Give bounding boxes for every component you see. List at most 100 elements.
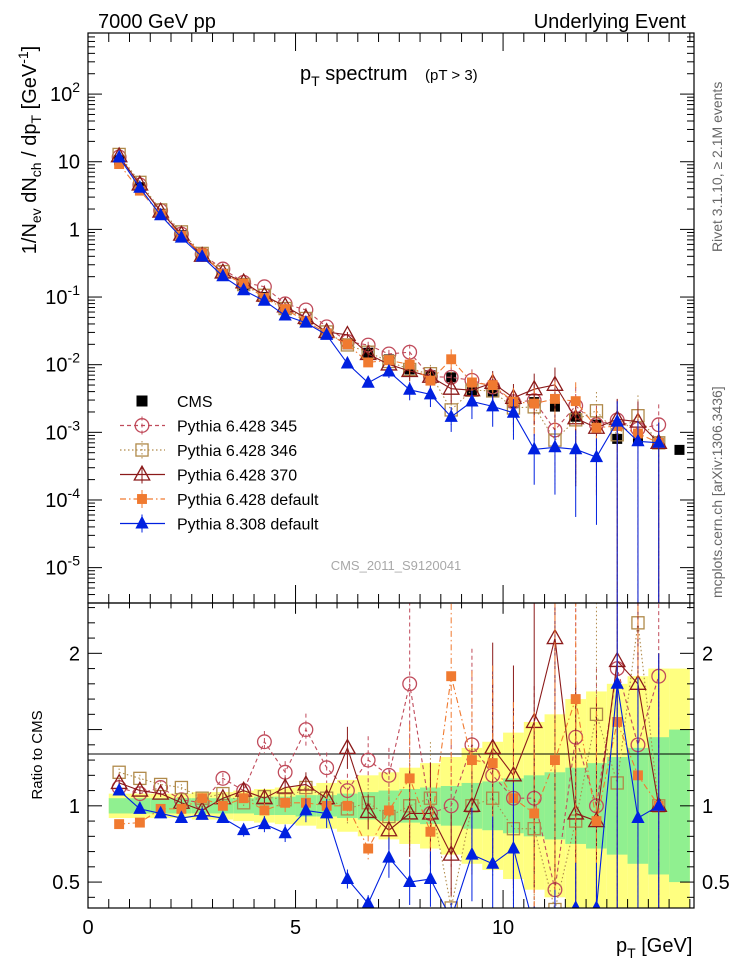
y-tick-label: 10-5 [45,553,80,580]
legend-entry: CMS [136,394,213,411]
ratio-series-point [631,810,645,823]
main-series-point [400,361,419,378]
ratio-panel: 0.5 0.5 1 1 2 2 [52,602,730,926]
ratio-series-point [299,802,313,816]
ratio-series-point [133,801,147,814]
legend-marker [134,418,150,433]
chart-title-text: p [300,63,311,85]
main-series-point [570,396,581,407]
ratio-series-point [195,791,209,805]
ratio-series-point [443,798,459,814]
ratio-series-point [442,845,460,861]
main-series-point [465,393,479,407]
ratio-series-point [466,755,477,766]
ratio-series-point [359,802,377,819]
main-series-point [591,422,602,433]
main-series-point [442,379,460,395]
y-tick-label: 10-2 [45,350,80,377]
main-series-point [569,441,583,455]
ratio-band-inner [108,798,130,814]
svg-text:1/Nev dNch / dpT [GeV-1]: 1/Nev dNch / dpT [GeV-1] [15,46,44,254]
main-series-point [383,355,394,366]
header-left: 7000 GeV pp [98,11,216,33]
main-panel: 10-5 10-4 10-3 10-2 10-1 1 10 102 [45,32,695,604]
ratio-series-point [382,849,396,863]
legend-entry: Pythia 6.428 default [120,490,319,509]
main-series-point [631,433,645,447]
ratio-series-point [571,900,580,908]
ratio-series-line [118,622,660,908]
ratio-series-point [360,752,376,768]
ratio-series-point [591,816,602,827]
ratio-series-point [112,782,126,796]
main-series-point [112,149,126,163]
ratio-series-point [425,826,436,837]
main-series-point [154,207,168,221]
legend-marker [136,395,148,407]
ratio-series-point [465,846,479,860]
ratio-band-inner [669,729,690,883]
ratio-frame [87,602,695,909]
ratio-series-point [504,765,523,782]
ratio-series-point [154,805,168,819]
ratio-series-point [570,694,581,705]
legend-entry: Pythia 6.428 370 [120,464,297,485]
ratio-series-line [118,668,660,890]
svg-text:mcplots.cern.ch [arXiv:1306.34: mcplots.cern.ch [arXiv:1306.3436] [709,386,725,598]
ratio-series-point [298,722,314,738]
svg-text:Rivet 3.1.10, ≥ 2.1M events: Rivet 3.1.10, ≥ 2.1M events [709,82,725,252]
ratio-series-point [380,820,398,837]
main-series-line [118,156,659,431]
ratio-series-point [381,767,397,783]
ratio-series-point [550,755,560,766]
y-tick-label: 102 [50,79,80,106]
x-ticks: 0 5 10 [82,33,691,939]
main-series-point [652,435,666,448]
ratio-series-point [195,807,209,820]
ratio-series-point [403,874,417,888]
ratio-series-point [237,822,251,836]
legend-entry: Pythia 8.308 default [120,514,319,534]
ratio-series-4 [112,603,666,926]
main-series-point [257,293,272,306]
main-series-point [278,307,292,321]
main-series-point [550,393,560,404]
ratio-series-point [174,810,188,823]
ratio-series-point [506,840,521,854]
ratio-series-point [446,671,457,682]
main-series-point [382,363,396,377]
ratio-series-point [151,784,170,800]
x-axis-label: pT [GeV] [616,935,692,961]
chart-subtitle: (pT > 3) [425,67,478,84]
legend-label: Pythia 8.308 default [177,517,319,534]
main-series-point [446,354,457,365]
ratio-y-axis-label: Ratio to CMS [29,710,46,799]
legend-marker [135,515,149,529]
main-series-point [340,338,355,352]
side-label-rivet: Rivet 3.1.10, ≥ 2.1M events [709,82,725,252]
main-series-point [525,379,544,396]
ratio-y-ticks: 0.5 0.5 1 1 2 2 [52,607,730,898]
main-series-4 [112,149,666,603]
main-series-point [174,229,188,243]
main-series-point [487,380,498,391]
ratio-series-point [278,825,292,839]
ratio-band-layer [108,668,690,908]
ratio-series-point [487,758,498,769]
ratio-series-point [134,817,145,828]
legend: CMS Pythia 6.428 345 Pythia 6.428 346 Pythi… [120,394,319,534]
y-tick-label: 1 [69,219,80,241]
y-tick-label: 10 [58,152,80,174]
main-series-point [444,409,458,422]
ratio-tick-label: 0.5 [52,872,80,894]
ratio-series-point [276,777,294,794]
main-series-point [320,327,334,340]
legend-label: CMS [177,394,213,411]
main-series-3 [114,159,664,603]
ratio-series-point [444,901,458,908]
cms-point [674,444,685,455]
main-series-point [361,375,375,388]
ratio-series-point [548,913,561,926]
ratio-series-point [319,760,335,776]
